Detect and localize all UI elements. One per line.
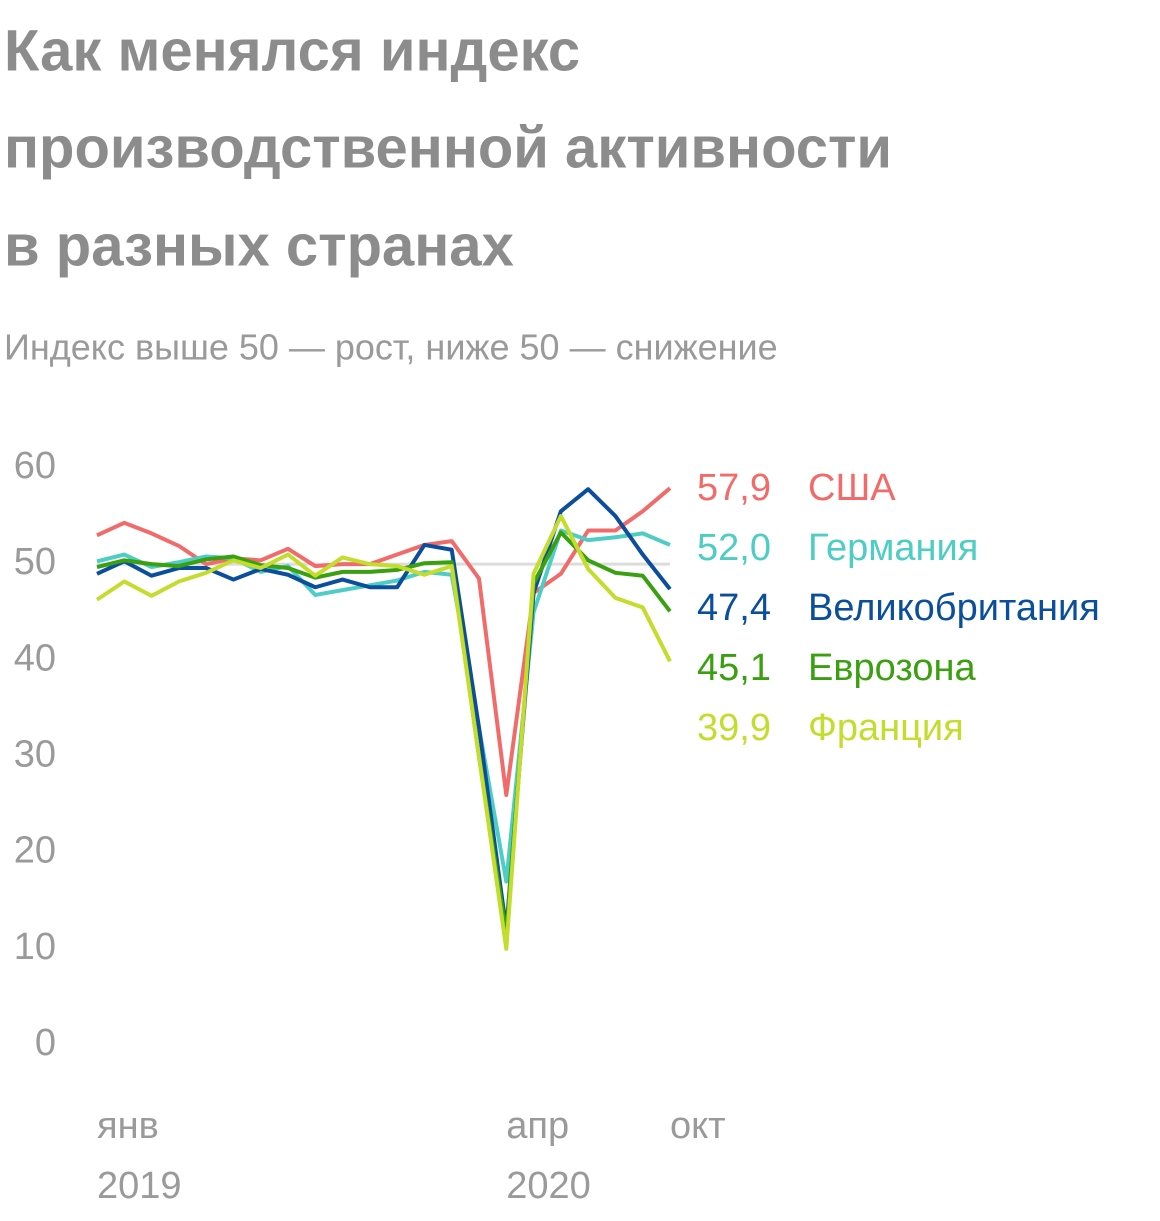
series-line	[96, 486, 672, 797]
end-value-label: 57,9	[697, 467, 771, 509]
y-tick-label: 50	[14, 541, 56, 583]
y-tick-label: 10	[14, 926, 56, 968]
x-tick-label: апр	[506, 1105, 569, 1147]
legend-label: Франция	[808, 707, 964, 749]
end-value-label: 39,9	[697, 707, 771, 749]
y-tick-label: 20	[14, 830, 56, 872]
end-value-label: 52,0	[697, 527, 771, 569]
y-tick-label: 30	[14, 734, 56, 776]
x-tick-label: окт	[670, 1105, 726, 1147]
y-tick-label: 40	[14, 637, 56, 679]
chart-title: производственной активности	[4, 115, 892, 180]
chart-title: в разных странах	[4, 213, 514, 278]
series-line	[95, 514, 672, 951]
x-year-label: 2020	[506, 1165, 591, 1207]
legend-label: Германия	[808, 527, 978, 569]
y-tick-label: 60	[14, 445, 56, 487]
legend-label: Еврозона	[808, 647, 976, 689]
end-value-label: 47,4	[697, 587, 771, 629]
series-line	[96, 528, 671, 884]
legend-label: Великобритания	[808, 587, 1100, 629]
end-value-label: 45,1	[697, 647, 771, 689]
x-year-label: 2019	[97, 1165, 182, 1207]
chart-title: Как менялся индекс	[4, 18, 580, 83]
legend-label: США	[808, 467, 896, 509]
series-line	[96, 487, 672, 932]
x-tick-label: янв	[97, 1105, 159, 1147]
chart-subtitle: Индекс выше 50 — рост, ниже 50 — снижени…	[4, 327, 778, 368]
y-tick-label: 0	[35, 1022, 56, 1064]
series-line	[96, 530, 672, 937]
